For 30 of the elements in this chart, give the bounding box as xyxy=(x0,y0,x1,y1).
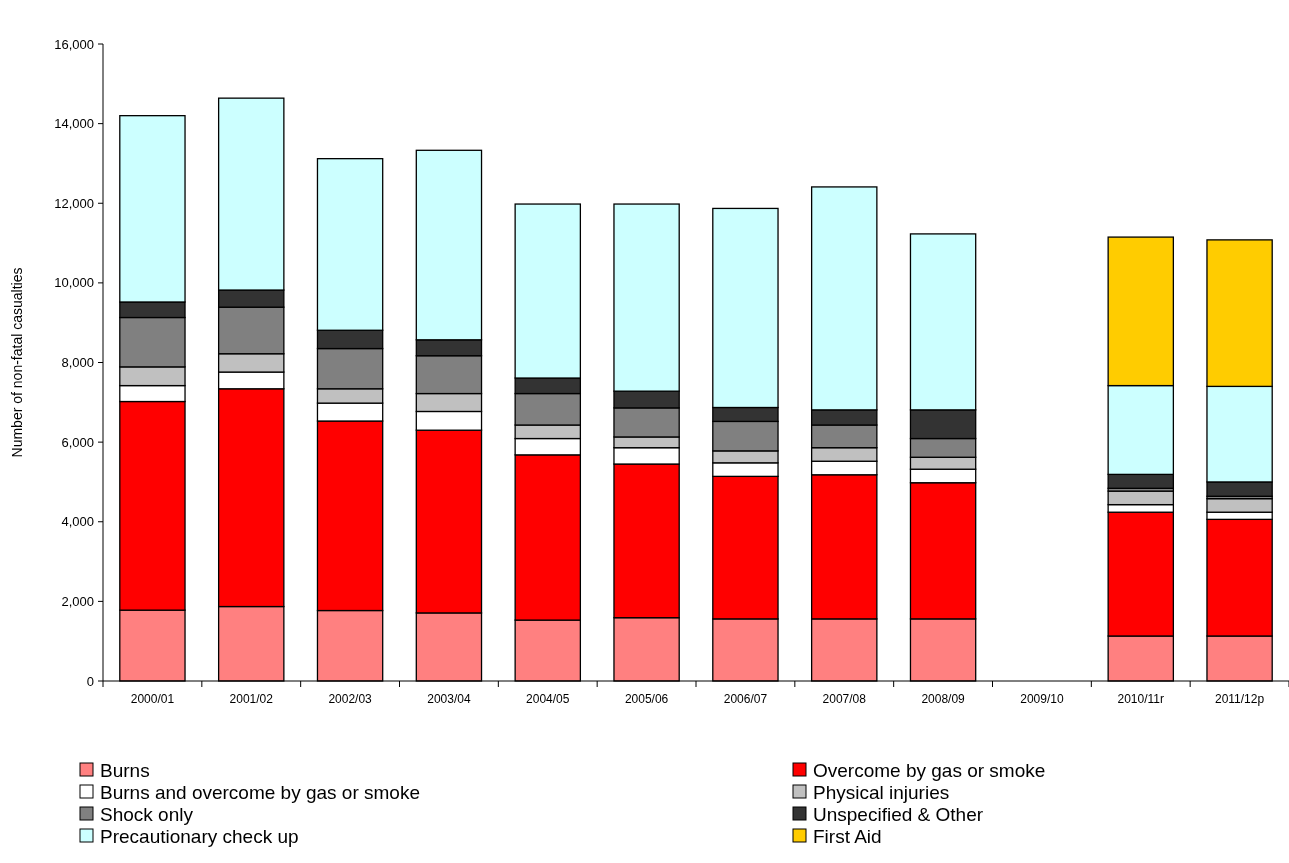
legend-label: Burns and overcome by gas or smoke xyxy=(100,781,420,803)
x-tick-label: 2008/09 xyxy=(921,692,966,706)
x-tick-label: 2007/08 xyxy=(822,692,867,706)
y-tick-label: 8,000 xyxy=(61,355,94,371)
y-tick-label: 14,000 xyxy=(54,116,94,132)
x-tick-label: 2003/04 xyxy=(427,692,471,706)
y-tick-label: 0 xyxy=(86,673,94,689)
y-tick-label: 12,000 xyxy=(54,195,94,211)
legend-label: Burns xyxy=(100,759,150,781)
legend-label: Shock only xyxy=(100,803,194,825)
x-tick-label: 2001/02 xyxy=(229,692,274,706)
x-tick-label: 2000/01 xyxy=(130,692,175,706)
y-tick-label: 10,000 xyxy=(54,275,94,291)
legend-label: Physical injuries xyxy=(813,781,950,803)
legend-label: First Aid xyxy=(813,825,882,847)
y-tick-label: 4,000 xyxy=(61,514,94,530)
x-tick-label: 2011/12p xyxy=(1215,692,1265,706)
x-tick-label: 2002/03 xyxy=(328,692,373,706)
x-tick-label: 2010/11r xyxy=(1117,692,1164,706)
y-axis-title: Number of non-fatal casualties xyxy=(9,267,25,458)
x-tick-label: 2009/10 xyxy=(1020,692,1064,706)
y-tick-label: 2,000 xyxy=(61,593,94,609)
x-tick-label: 2005/06 xyxy=(624,692,669,706)
legend-label: Precautionary check up xyxy=(100,825,299,847)
y-tick-label: 16,000 xyxy=(54,36,94,52)
y-tick-label: 6,000 xyxy=(61,434,94,450)
legend-label: Overcome by gas or smoke xyxy=(813,759,1046,781)
x-tick-label: 2004/05 xyxy=(526,692,570,706)
x-tick-label: 2006/07 xyxy=(723,692,768,706)
legend-label: Unspecified & Other xyxy=(813,803,984,825)
